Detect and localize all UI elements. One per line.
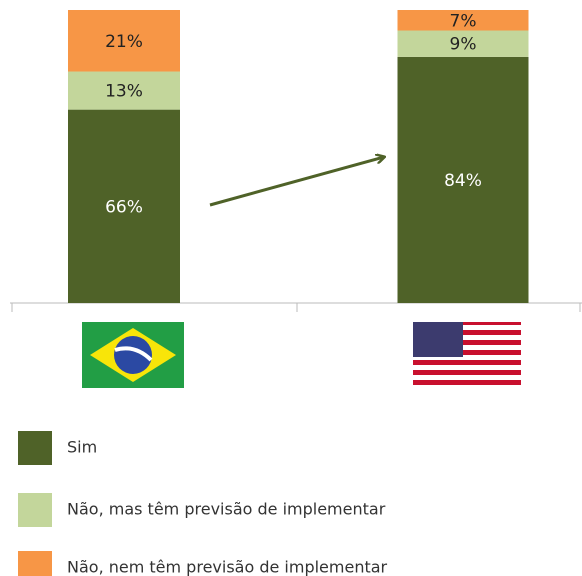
bar-segment xyxy=(68,71,180,110)
flag-usa xyxy=(413,322,521,387)
bar-segment xyxy=(68,10,180,72)
flag-brazil xyxy=(82,322,184,388)
legend-label: Sim xyxy=(67,438,97,457)
data-label: 21% xyxy=(105,32,143,52)
data-label: 84% xyxy=(444,171,482,191)
data-label: 66% xyxy=(105,197,143,217)
bar-segment xyxy=(397,30,529,57)
data-label: 13% xyxy=(105,82,143,102)
data-label: 7% xyxy=(450,11,477,31)
legend-swatch xyxy=(18,551,52,576)
legend-label: Não, nem têm previsão de implementar xyxy=(67,558,388,576)
bar-segment xyxy=(397,10,529,31)
legend-swatch xyxy=(18,493,52,527)
arrow xyxy=(209,157,384,207)
bar-segment xyxy=(68,109,180,304)
legend-swatch xyxy=(18,431,52,465)
bar-segment xyxy=(397,56,529,303)
data-label: 9% xyxy=(450,35,477,55)
legend-label: Não, mas têm previsão de implementar xyxy=(67,500,386,519)
